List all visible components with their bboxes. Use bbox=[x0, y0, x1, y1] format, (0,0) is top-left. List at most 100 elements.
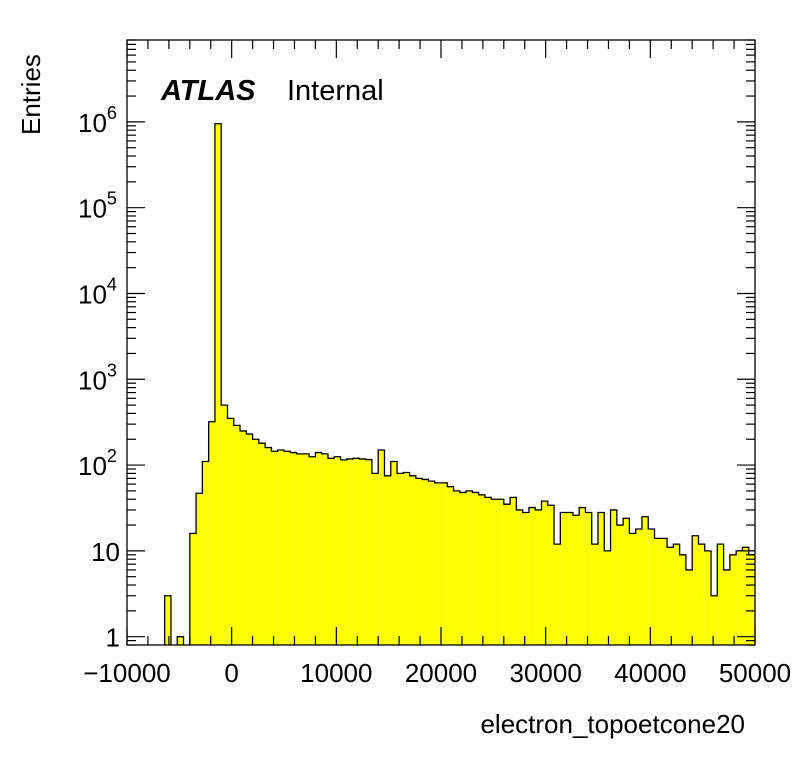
histogram-bin bbox=[692, 535, 699, 645]
histogram-bin bbox=[704, 550, 712, 645]
histogram-bins bbox=[164, 123, 755, 645]
histogram-bin bbox=[472, 492, 479, 645]
histogram-bin bbox=[566, 512, 573, 645]
histogram-bin bbox=[265, 447, 272, 645]
histogram-bin bbox=[240, 430, 247, 645]
histogram-bin bbox=[453, 490, 460, 645]
x-tick-label: 30000 bbox=[510, 658, 582, 688]
histogram-bin bbox=[315, 452, 322, 645]
histogram-bin bbox=[629, 533, 636, 645]
histogram-bin bbox=[648, 528, 655, 645]
histogram-bin bbox=[233, 425, 241, 645]
histogram-bin bbox=[365, 459, 372, 645]
histogram-bin bbox=[327, 458, 335, 645]
histogram-bin bbox=[189, 533, 197, 645]
x-tick-label: 0 bbox=[224, 658, 238, 688]
histogram-bin bbox=[371, 473, 379, 645]
y-tick-label: 103 bbox=[78, 360, 117, 395]
y-axis-title: Entries bbox=[16, 54, 46, 135]
histogram-bin bbox=[346, 458, 354, 645]
histogram-bin bbox=[353, 458, 360, 645]
histogram-bin bbox=[434, 482, 441, 645]
histogram-bin bbox=[478, 494, 485, 645]
axis-ticks bbox=[126, 39, 756, 646]
histogram-bin bbox=[516, 509, 523, 645]
histogram-bin bbox=[290, 452, 297, 645]
histogram-bin bbox=[246, 434, 253, 645]
histogram-bin bbox=[321, 453, 328, 645]
histogram-bin bbox=[660, 538, 668, 645]
histogram-bin bbox=[522, 512, 529, 645]
histogram-bin bbox=[415, 478, 423, 645]
histogram-bin bbox=[441, 482, 448, 645]
histogram-bin bbox=[598, 512, 605, 645]
histogram-bin bbox=[252, 439, 259, 645]
histogram-bin bbox=[541, 501, 548, 645]
y-tick-labels: 1 10 102 103 104 105 106 bbox=[78, 103, 120, 653]
y-tick-label: 102 bbox=[78, 446, 117, 481]
histogram-bin bbox=[202, 461, 209, 645]
plot-frame bbox=[126, 39, 756, 646]
histogram-bin bbox=[214, 123, 222, 645]
histogram-bin bbox=[654, 538, 661, 645]
y-tick-label: 105 bbox=[78, 189, 117, 224]
x-axis-title: electron_topoetcone20 bbox=[480, 709, 745, 739]
histogram-bin bbox=[491, 499, 498, 645]
histogram-bin bbox=[610, 509, 617, 645]
histogram-bin bbox=[296, 453, 303, 645]
histogram-bin bbox=[585, 512, 592, 645]
histogram-bin bbox=[334, 456, 341, 645]
histogram-bin bbox=[340, 459, 347, 645]
histogram-bin bbox=[560, 512, 567, 645]
histogram-bin bbox=[736, 550, 743, 645]
histogram-bin bbox=[623, 518, 630, 645]
histogram-bin bbox=[535, 509, 542, 645]
y-tick-label: 10 bbox=[91, 537, 120, 567]
internal-label: Internal bbox=[287, 75, 384, 107]
histogram-bin bbox=[742, 547, 749, 645]
histogram-bin bbox=[673, 544, 680, 645]
histogram-bin bbox=[422, 479, 429, 645]
histogram-bin bbox=[667, 547, 674, 645]
histogram-bin bbox=[579, 507, 586, 645]
x-tick-labels: −10000 0 10000 20000 30000 40000 50000 bbox=[83, 658, 791, 688]
histogram-bin bbox=[258, 443, 266, 645]
histogram-bin bbox=[428, 481, 435, 645]
y-tick-label: 106 bbox=[78, 103, 117, 138]
histogram-bin bbox=[196, 493, 203, 645]
histogram-bin bbox=[572, 515, 580, 645]
atlas-label: ATLAS bbox=[160, 75, 256, 107]
histogram-bin bbox=[277, 449, 284, 645]
histogram-bin bbox=[510, 497, 517, 645]
histogram-bin bbox=[177, 636, 184, 645]
histogram-bin bbox=[717, 544, 724, 645]
histogram-bin bbox=[554, 544, 561, 645]
histogram-bin bbox=[309, 456, 316, 645]
histogram-bin bbox=[484, 497, 492, 645]
histogram-bin bbox=[384, 475, 391, 645]
histogram-bin bbox=[528, 507, 536, 645]
histogram-bin bbox=[497, 499, 504, 645]
histogram-bin bbox=[466, 490, 473, 645]
histogram-bin bbox=[390, 461, 398, 645]
histogram-bin bbox=[221, 405, 228, 645]
histogram-outline bbox=[164, 123, 755, 645]
histogram-bin bbox=[503, 504, 511, 645]
histogram-bin bbox=[711, 595, 718, 645]
histogram-bin bbox=[409, 475, 416, 645]
histogram-bin bbox=[547, 505, 555, 645]
y-tick-label: 104 bbox=[78, 274, 117, 309]
histogram-bin bbox=[403, 472, 410, 645]
histogram-bin bbox=[685, 569, 693, 645]
x-tick-label: 20000 bbox=[405, 658, 477, 688]
histogram-bin bbox=[447, 486, 454, 645]
histogram-bin bbox=[164, 595, 171, 645]
histogram-bin bbox=[302, 453, 310, 645]
histogram-bin bbox=[729, 554, 737, 645]
histogram-bin bbox=[397, 473, 404, 645]
histogram-bin bbox=[378, 449, 385, 645]
histogram-bin bbox=[359, 458, 366, 645]
histogram-bin bbox=[459, 492, 467, 645]
